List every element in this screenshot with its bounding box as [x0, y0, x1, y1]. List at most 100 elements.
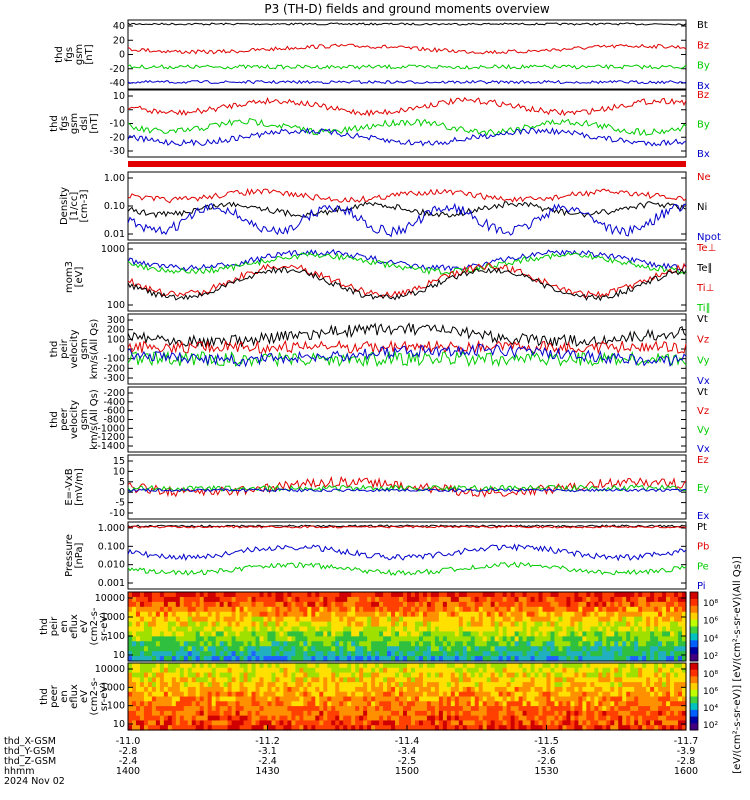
spectrogram-cell [666, 651, 671, 657]
spectrogram-cell [371, 646, 376, 652]
spectrogram-cell [666, 696, 671, 702]
spectrogram-cell [578, 656, 583, 662]
spectrogram-cell [299, 701, 304, 707]
spectrogram-cell [574, 596, 579, 603]
spectrogram-cell [498, 677, 504, 683]
spectrogram-cell [598, 626, 603, 633]
spectrogram-cell [219, 592, 225, 598]
spectrogram-cell [163, 646, 169, 652]
spectrogram-cell [399, 646, 404, 652]
spectrogram-cell [410, 651, 416, 657]
spectrogram-cell [526, 636, 532, 642]
spectrogram-cell [203, 641, 209, 647]
spectrogram-cell [363, 696, 368, 702]
y-tick-label: 0.001 [98, 578, 125, 589]
spectrogram-cell [275, 677, 281, 683]
spectrogram-cell [231, 710, 237, 717]
spectrogram-cell [167, 641, 173, 647]
spectrogram-cell [518, 677, 524, 683]
spectrogram-cell [506, 621, 512, 628]
x-tick-label: -3.1 [258, 746, 277, 757]
spectrogram-cell [666, 715, 671, 722]
spectrogram-cell [518, 646, 524, 652]
series-ni [127, 201, 687, 219]
spectrogram-cell [574, 656, 579, 662]
spectrogram-cell [594, 641, 599, 647]
spectrogram-cell [598, 656, 603, 662]
legend-entry: Ex [697, 511, 709, 522]
spectrogram-cell [339, 706, 344, 712]
spectrogram-cell [486, 686, 492, 693]
spectrogram-cell [454, 725, 460, 731]
spectrogram-cell [343, 641, 348, 647]
spectrogram-cell [410, 715, 416, 722]
spectrogram-cell [311, 672, 316, 678]
spectrogram-cell [227, 626, 233, 633]
spectrogram-cell [542, 710, 548, 717]
spectrogram-cell [295, 667, 300, 674]
spectrogram-cell [594, 631, 599, 637]
spectrogram-cell [183, 706, 189, 712]
spectrogram-cell [510, 641, 516, 647]
spectrogram-cell [263, 710, 269, 717]
spectrogram-cell [399, 691, 404, 698]
spectrogram-cell [650, 611, 655, 618]
spectrogram-cell [634, 720, 639, 726]
spectrogram-cell [422, 720, 428, 726]
spectrogram-cell [586, 715, 591, 722]
spectrogram-cell [582, 696, 587, 702]
spectrogram-cell [486, 646, 492, 652]
spectrogram-cell [367, 706, 372, 712]
spectrogram-cell [195, 682, 201, 688]
spectrogram-cell [574, 682, 579, 688]
spectrogram-cell [410, 720, 416, 726]
spectrogram-cell [171, 706, 177, 712]
spectrogram-cell [128, 696, 133, 702]
spectrogram-cell [407, 631, 412, 637]
spectrogram-cell [403, 720, 408, 726]
spectrogram-cell [574, 631, 579, 637]
spectrogram-cell [303, 672, 308, 678]
spectrogram-cell [407, 616, 412, 623]
spectrogram-cell [367, 596, 372, 603]
spectrogram-cell [614, 606, 619, 613]
spectrogram-cell [678, 686, 683, 693]
spectrogram-cell [143, 646, 149, 652]
spectrogram-cell [642, 596, 647, 603]
spectrogram-cell [590, 616, 595, 623]
spectrogram-cell [446, 646, 452, 652]
spectrogram-cell [462, 686, 468, 693]
spectrogram-cell [470, 710, 476, 717]
spectrogram-cell [351, 596, 356, 603]
spectrogram-cell [255, 611, 261, 618]
y-axis-label: gsm [74, 44, 85, 65]
spectrogram-cell [207, 646, 213, 652]
y-tick-label: -10 [109, 119, 125, 130]
spectrogram-cell [315, 621, 320, 628]
spectrogram-cell [135, 611, 141, 618]
spectrogram-cell [502, 706, 508, 712]
spectrogram-cell [658, 596, 663, 603]
spectrogram-cell [179, 592, 185, 598]
spectrogram-cell [315, 631, 320, 637]
spectrogram-cell [367, 691, 372, 698]
spectrogram-cell [642, 677, 647, 683]
x-tick-label: -11.5 [534, 736, 559, 747]
y-axis-label: velocity [69, 329, 80, 368]
spectrogram-cell [638, 686, 643, 693]
spectrogram-cell [426, 663, 432, 669]
spectrogram-cell [207, 701, 213, 707]
y-tick-label: -20 [109, 64, 125, 75]
spectrogram-cell [494, 715, 500, 722]
spectrogram-cell [239, 720, 245, 726]
spectrogram-cell [530, 646, 536, 652]
spectrogram-cell [434, 651, 440, 657]
spectrogram-cell [251, 706, 257, 712]
spectrogram-cell [151, 696, 157, 702]
spectrogram-cell [167, 701, 173, 707]
spectrogram-cell [387, 601, 392, 608]
spectrogram-cell [355, 682, 360, 688]
spectrogram-cell [263, 725, 269, 731]
spectrogram-cell [590, 592, 595, 598]
spectrogram-cell [215, 651, 221, 657]
